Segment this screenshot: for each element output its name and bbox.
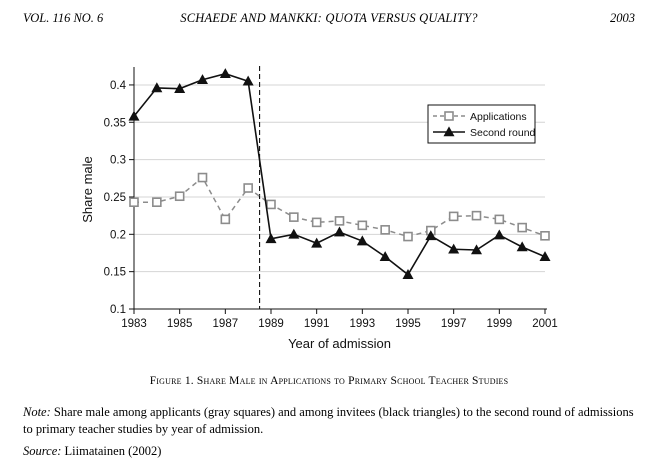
data-point-applications: [129, 197, 139, 207]
note-label: Note:: [23, 405, 51, 419]
x-tick-label: 1987: [213, 318, 239, 330]
data-point-applications: [517, 222, 527, 233]
line-chart: 0.10.150.20.250.30.350.4 1983 1985 1987 198…: [80, 66, 558, 351]
data-point-applications: [540, 231, 550, 241]
data-point-applications: [174, 191, 185, 202]
data-point-applications: [311, 217, 322, 228]
y-tick-label: 0.35: [104, 117, 126, 129]
note-text: Share male among applicants (gray square…: [23, 405, 634, 436]
data-point-second-round: [196, 74, 209, 85]
y-axis-ticks: 0.1 0.15 0.2 0.25 0.3 0.35 0.4: [104, 80, 134, 316]
data-point-second-round: [516, 241, 528, 252]
article-running-title: SCHAEDE AND MANKKI: QUOTA VERSUS QUALITY…: [180, 11, 478, 25]
legend-label-second-round: Second round: [470, 127, 536, 139]
legend-label-applications: Applications: [470, 111, 527, 123]
y-tick-label: 0.25: [104, 192, 126, 204]
y-tick-label: 0.1: [110, 304, 126, 316]
data-point-applications: [289, 212, 299, 222]
data-point-second-round: [402, 269, 414, 279]
data-point-second-round: [470, 244, 483, 255]
y-tick-label: 0.3: [110, 155, 126, 167]
data-point-second-round: [539, 251, 551, 262]
figure-note: Note: Share male among applicants (gray …: [23, 404, 635, 438]
data-point-applications: [266, 199, 276, 210]
y-axis-label: Share male: [80, 156, 95, 222]
data-point-applications: [197, 172, 208, 183]
y-tick-label: 0.15: [104, 267, 126, 279]
data-point-second-round: [174, 83, 186, 93]
source-text: Liimatainen (2002): [64, 444, 162, 458]
source-label: Source:: [23, 444, 62, 458]
legend-items: Applications Second round: [433, 111, 536, 139]
data-point-applications: [380, 225, 390, 235]
x-tick-label: 1995: [395, 318, 421, 330]
data-point-applications: [471, 210, 482, 221]
legend: Applications Second round: [427, 104, 536, 144]
x-axis-label: Year of admission: [288, 336, 391, 351]
journal-volume: VOL. 116 NO. 6: [23, 11, 104, 25]
x-tick-label: 1989: [258, 318, 284, 330]
data-point-second-round: [333, 226, 346, 237]
data-point-applications: [494, 214, 505, 225]
data-point-applications: [152, 197, 162, 207]
data-point-applications: [448, 211, 459, 222]
data-point-second-round: [265, 233, 277, 244]
legend-item-applications: Applications: [433, 111, 527, 123]
series-line-second-round: [133, 72, 546, 276]
data-point-second-round: [356, 235, 368, 246]
data-point-second-round: [219, 68, 231, 79]
data-point-second-round: [311, 237, 323, 248]
x-tick-label: 1983: [121, 318, 147, 330]
data-point-second-round: [448, 243, 460, 254]
series-applications: [129, 172, 550, 242]
x-tick-label: 1993: [350, 318, 376, 330]
data-point-second-round: [151, 82, 163, 93]
data-point-second-round: [493, 229, 505, 240]
data-point-second-round: [288, 228, 300, 239]
data-point-applications: [357, 220, 368, 231]
data-point-second-round: [242, 75, 254, 86]
series-second-round: [128, 68, 551, 279]
data-point-second-round: [379, 251, 391, 262]
x-tick-label: 1991: [304, 318, 330, 330]
x-tick-label: 1985: [167, 318, 193, 330]
x-axis-ticks: 1983 1985 1987 1989 1991 1993 1995 1997 1999 2001: [121, 309, 558, 330]
data-point-second-round: [425, 230, 437, 241]
data-point-applications: [334, 216, 345, 226]
publication-year: 2003: [610, 11, 635, 25]
legend-marker-applications: [444, 111, 454, 121]
data-point-applications: [403, 231, 413, 242]
x-tick-label: 1997: [441, 318, 467, 330]
x-tick-label: 1999: [487, 318, 513, 330]
figure-source: Source: Liimatainen (2002): [23, 444, 161, 459]
running-header: VOL. 116 NO. 6 SCHAEDE AND MANKKI: QUOTA…: [23, 11, 635, 29]
x-tick-label: 2001: [532, 318, 558, 330]
figure-caption: Figure 1. Share Male in Applications to …: [149, 375, 509, 387]
legend-marker-second-round: [443, 126, 455, 137]
data-point-applications: [220, 214, 231, 225]
data-point-second-round: [128, 110, 140, 121]
y-tick-label: 0.2: [110, 229, 126, 241]
y-tick-label: 0.4: [110, 80, 127, 92]
axes: [133, 67, 547, 310]
data-point-applications: [243, 183, 253, 193]
legend-item-second-round: Second round: [433, 126, 536, 139]
series: [128, 68, 551, 279]
